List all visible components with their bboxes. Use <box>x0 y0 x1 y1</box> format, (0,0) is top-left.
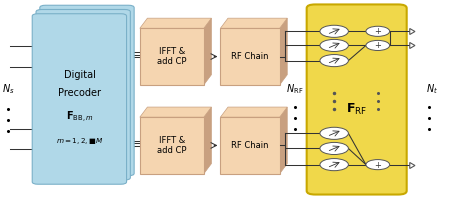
FancyBboxPatch shape <box>40 5 134 176</box>
FancyBboxPatch shape <box>140 117 204 174</box>
Text: IFFT &
add CP: IFFT & add CP <box>157 47 187 66</box>
Circle shape <box>320 159 348 171</box>
Polygon shape <box>204 107 211 174</box>
Circle shape <box>320 142 348 155</box>
Text: Digital: Digital <box>64 70 96 80</box>
Text: $m=1,2,\blacksquare M$: $m=1,2,\blacksquare M$ <box>56 136 103 146</box>
Circle shape <box>366 26 390 36</box>
Polygon shape <box>140 107 211 117</box>
FancyBboxPatch shape <box>307 4 407 195</box>
Circle shape <box>366 160 390 170</box>
Circle shape <box>320 25 348 37</box>
Polygon shape <box>204 18 211 85</box>
Text: $+$: $+$ <box>374 26 382 36</box>
Text: $+$: $+$ <box>374 40 382 50</box>
Text: IFFT &
add CP: IFFT & add CP <box>157 136 187 155</box>
Polygon shape <box>220 107 287 117</box>
FancyBboxPatch shape <box>220 117 280 174</box>
FancyBboxPatch shape <box>140 28 204 85</box>
Circle shape <box>320 127 348 139</box>
Circle shape <box>366 40 390 50</box>
Text: RF Chain: RF Chain <box>231 52 269 61</box>
Text: RF Chain: RF Chain <box>231 141 269 150</box>
Circle shape <box>320 39 348 52</box>
Text: Precoder: Precoder <box>58 88 101 98</box>
Polygon shape <box>220 18 287 28</box>
Text: $\mathbf{F}_{\mathrm{RF}}$: $\mathbf{F}_{\mathrm{RF}}$ <box>346 102 367 117</box>
Polygon shape <box>280 18 287 85</box>
FancyBboxPatch shape <box>36 9 130 180</box>
Text: $\mathbf{F}_{\mathrm{BB},m}$: $\mathbf{F}_{\mathrm{BB},m}$ <box>66 110 93 125</box>
Polygon shape <box>140 18 211 28</box>
Polygon shape <box>280 107 287 174</box>
Text: $+$: $+$ <box>374 160 382 170</box>
Text: $N_{\mathrm{RF}}$: $N_{\mathrm{RF}}$ <box>286 82 303 96</box>
FancyBboxPatch shape <box>32 14 127 184</box>
Text: $N_t$: $N_t$ <box>426 82 438 96</box>
Circle shape <box>320 55 348 67</box>
FancyBboxPatch shape <box>220 28 280 85</box>
Text: $N_s$: $N_s$ <box>2 82 15 96</box>
